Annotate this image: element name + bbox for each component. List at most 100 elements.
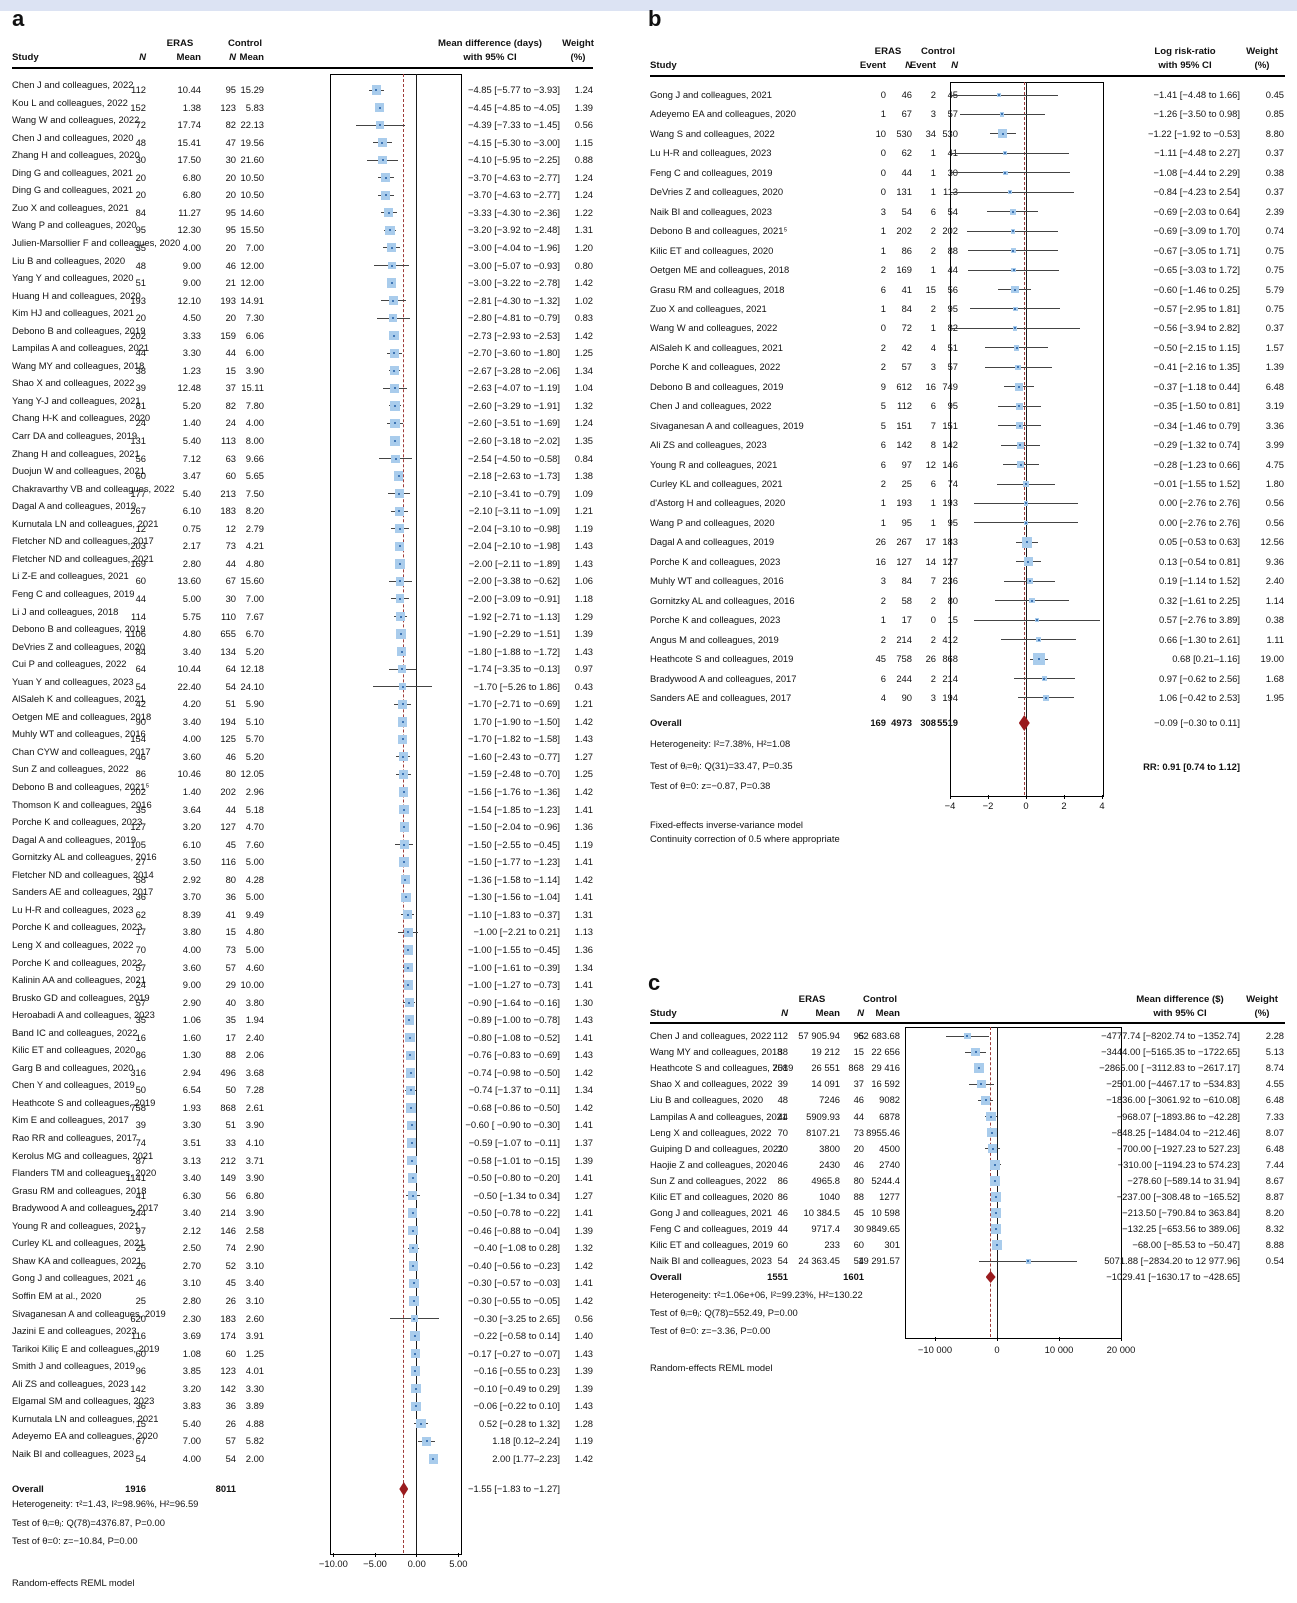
study-count: 14.60 [240, 206, 264, 218]
study-count: 16 [925, 380, 936, 392]
study-count: 3.33 [182, 329, 201, 341]
study-count: 19 291.57 [858, 1255, 900, 1267]
axis-tick-label: 0 [1023, 800, 1029, 811]
effect-marker-dot [412, 1264, 415, 1267]
study-count: 6.54 [182, 1084, 201, 1096]
effect-marker-dot [402, 808, 405, 811]
weight-value: 8.67 [1265, 1174, 1284, 1186]
axis-tick-label: −5.00 [363, 1558, 387, 1569]
study-count: 56 [947, 283, 958, 295]
study-count: 4.88 [245, 1417, 264, 1429]
study-count: 22 656 [871, 1046, 900, 1058]
ci-text: −2.70 [−3.60 to −1.80] [467, 347, 560, 359]
study-count: 2.00 [245, 1452, 264, 1464]
study-count: 5 [880, 400, 886, 412]
study-count: 7 [930, 419, 936, 431]
study-count: 11.27 [178, 206, 201, 218]
study-count: 57 905.94 [798, 1030, 840, 1041]
study-count: 3 [880, 205, 886, 217]
weight-value: 1.42 [574, 786, 593, 797]
study-count: 74 [947, 478, 958, 489]
study-count: 52 [225, 1259, 236, 1271]
overall-total: 169 [870, 717, 886, 728]
study-count: 3.70 [182, 891, 201, 903]
weight-value: 2.40 [1265, 575, 1284, 587]
study-count: 60 [135, 1347, 146, 1359]
ci-text: −3.70 [−4.63 to −2.77] [467, 171, 560, 183]
study-name: Bradywood A and colleagues, 2017 [650, 672, 797, 684]
study-count: 6 [880, 458, 886, 470]
study-count: 64 [225, 663, 236, 675]
panel-c-group-control: Control [862, 994, 898, 1005]
study-name: Curley KL and colleagues, 2021 [650, 478, 783, 489]
study-count: 54 [135, 680, 146, 692]
weight-value: 1.42 [574, 1101, 593, 1113]
study-count: 19 212 [811, 1046, 840, 1058]
ci-text: −0.67 [−3.05 to 1.71] [1153, 244, 1240, 256]
study-count: 1 [880, 225, 886, 237]
study-count: 3.20 [182, 821, 201, 833]
study-name: Porche K and colleagues, 2022 [650, 361, 781, 373]
weight-value: 1.22 [574, 206, 593, 218]
study-count: 48 [135, 259, 146, 271]
ci-text: −0.50 [−2.15 to 1.15] [1153, 341, 1240, 353]
ci-text: −1.30 [−1.56 to −1.04] [467, 891, 560, 903]
effect-marker-dot [384, 176, 387, 179]
ci-text: −1.70 [−1.82 to −1.58] [467, 733, 560, 745]
study-count: 35 [225, 1014, 236, 1026]
panel-c-col-n1: N [781, 1008, 788, 1019]
effect-marker-dot [409, 1054, 412, 1057]
study-count: 6 [880, 672, 886, 684]
study-count: 7.50 [245, 487, 264, 499]
weight-value: 8.20 [1265, 1207, 1284, 1219]
study-count: 183 [220, 505, 236, 517]
study-count: 8955.46 [866, 1126, 900, 1138]
study-name: Leng X and colleagues, 2022 [12, 938, 134, 950]
study-count: 110 [221, 610, 236, 622]
study-name: Feng C and colleagues, 2019 [650, 166, 773, 178]
study-count: 36 [225, 1400, 236, 1412]
effect-marker-dot [378, 106, 381, 109]
effect-marker-dot [393, 352, 396, 355]
ci-text: −1.26 [−3.50 to 0.98] [1153, 108, 1240, 120]
effect-marker-dot [411, 1229, 414, 1232]
study-name: Heathcote S and colleagues, 2019 [650, 653, 794, 665]
effect-marker-dot [974, 1051, 977, 1054]
effect-marker-dot [413, 1317, 416, 1320]
weight-value: 1.31 [574, 224, 593, 236]
effect-marker-dot [1011, 230, 1014, 233]
study-count: 7.00 [245, 592, 264, 604]
study-count: 2.60 [245, 1312, 264, 1324]
weight-value: 0.37 [1265, 147, 1284, 159]
ci-text: 0.00 [−2.76 to 2.76] [1158, 497, 1240, 509]
weight-value: 1.19 [574, 838, 593, 850]
study-count: 412 [942, 633, 958, 645]
study-count: 62 [135, 908, 146, 920]
study-count: 73 [225, 540, 236, 552]
study-count: 3.10 [245, 1259, 264, 1271]
study-count: 51 [225, 698, 236, 710]
weight-value: 1.42 [574, 1452, 593, 1464]
study-count: 116 [131, 1330, 146, 1342]
weight-value: 1.19 [574, 1435, 593, 1447]
ci-text: −1.50 [−2.04 to −0.96] [467, 821, 560, 833]
ci-text: −1.00 [−1.27 to −0.73] [467, 979, 560, 991]
panel-b-effect-header-1: Log risk-ratio [1154, 46, 1216, 57]
study-count: 33 [225, 1137, 236, 1148]
effect-marker-dot [414, 1352, 417, 1355]
effect-marker-dot [381, 159, 384, 162]
study-count: 24 363.45 [798, 1255, 840, 1267]
ci-text: −2.00 [−3.38 to −0.62] [467, 575, 560, 587]
plot-box [950, 82, 1104, 797]
weight-value: 6.48 [1265, 1094, 1284, 1106]
ci-text: 0.97 [−0.62 to 2.56] [1158, 672, 1240, 684]
weight-value: 1.06 [574, 575, 593, 587]
study-count: 54 [901, 205, 912, 217]
study-name: Jazini E and colleagues, 2023 [12, 1325, 137, 1337]
effect-marker-dot [410, 1159, 413, 1162]
axis-tick-label: 5.00 [449, 1558, 468, 1569]
study-name: Chakravarthy VB and colleagues, 2022 [12, 482, 175, 494]
effect-marker-dot [402, 791, 405, 793]
study-count: 4.50 [182, 312, 201, 324]
study-count: 3 [930, 691, 936, 703]
